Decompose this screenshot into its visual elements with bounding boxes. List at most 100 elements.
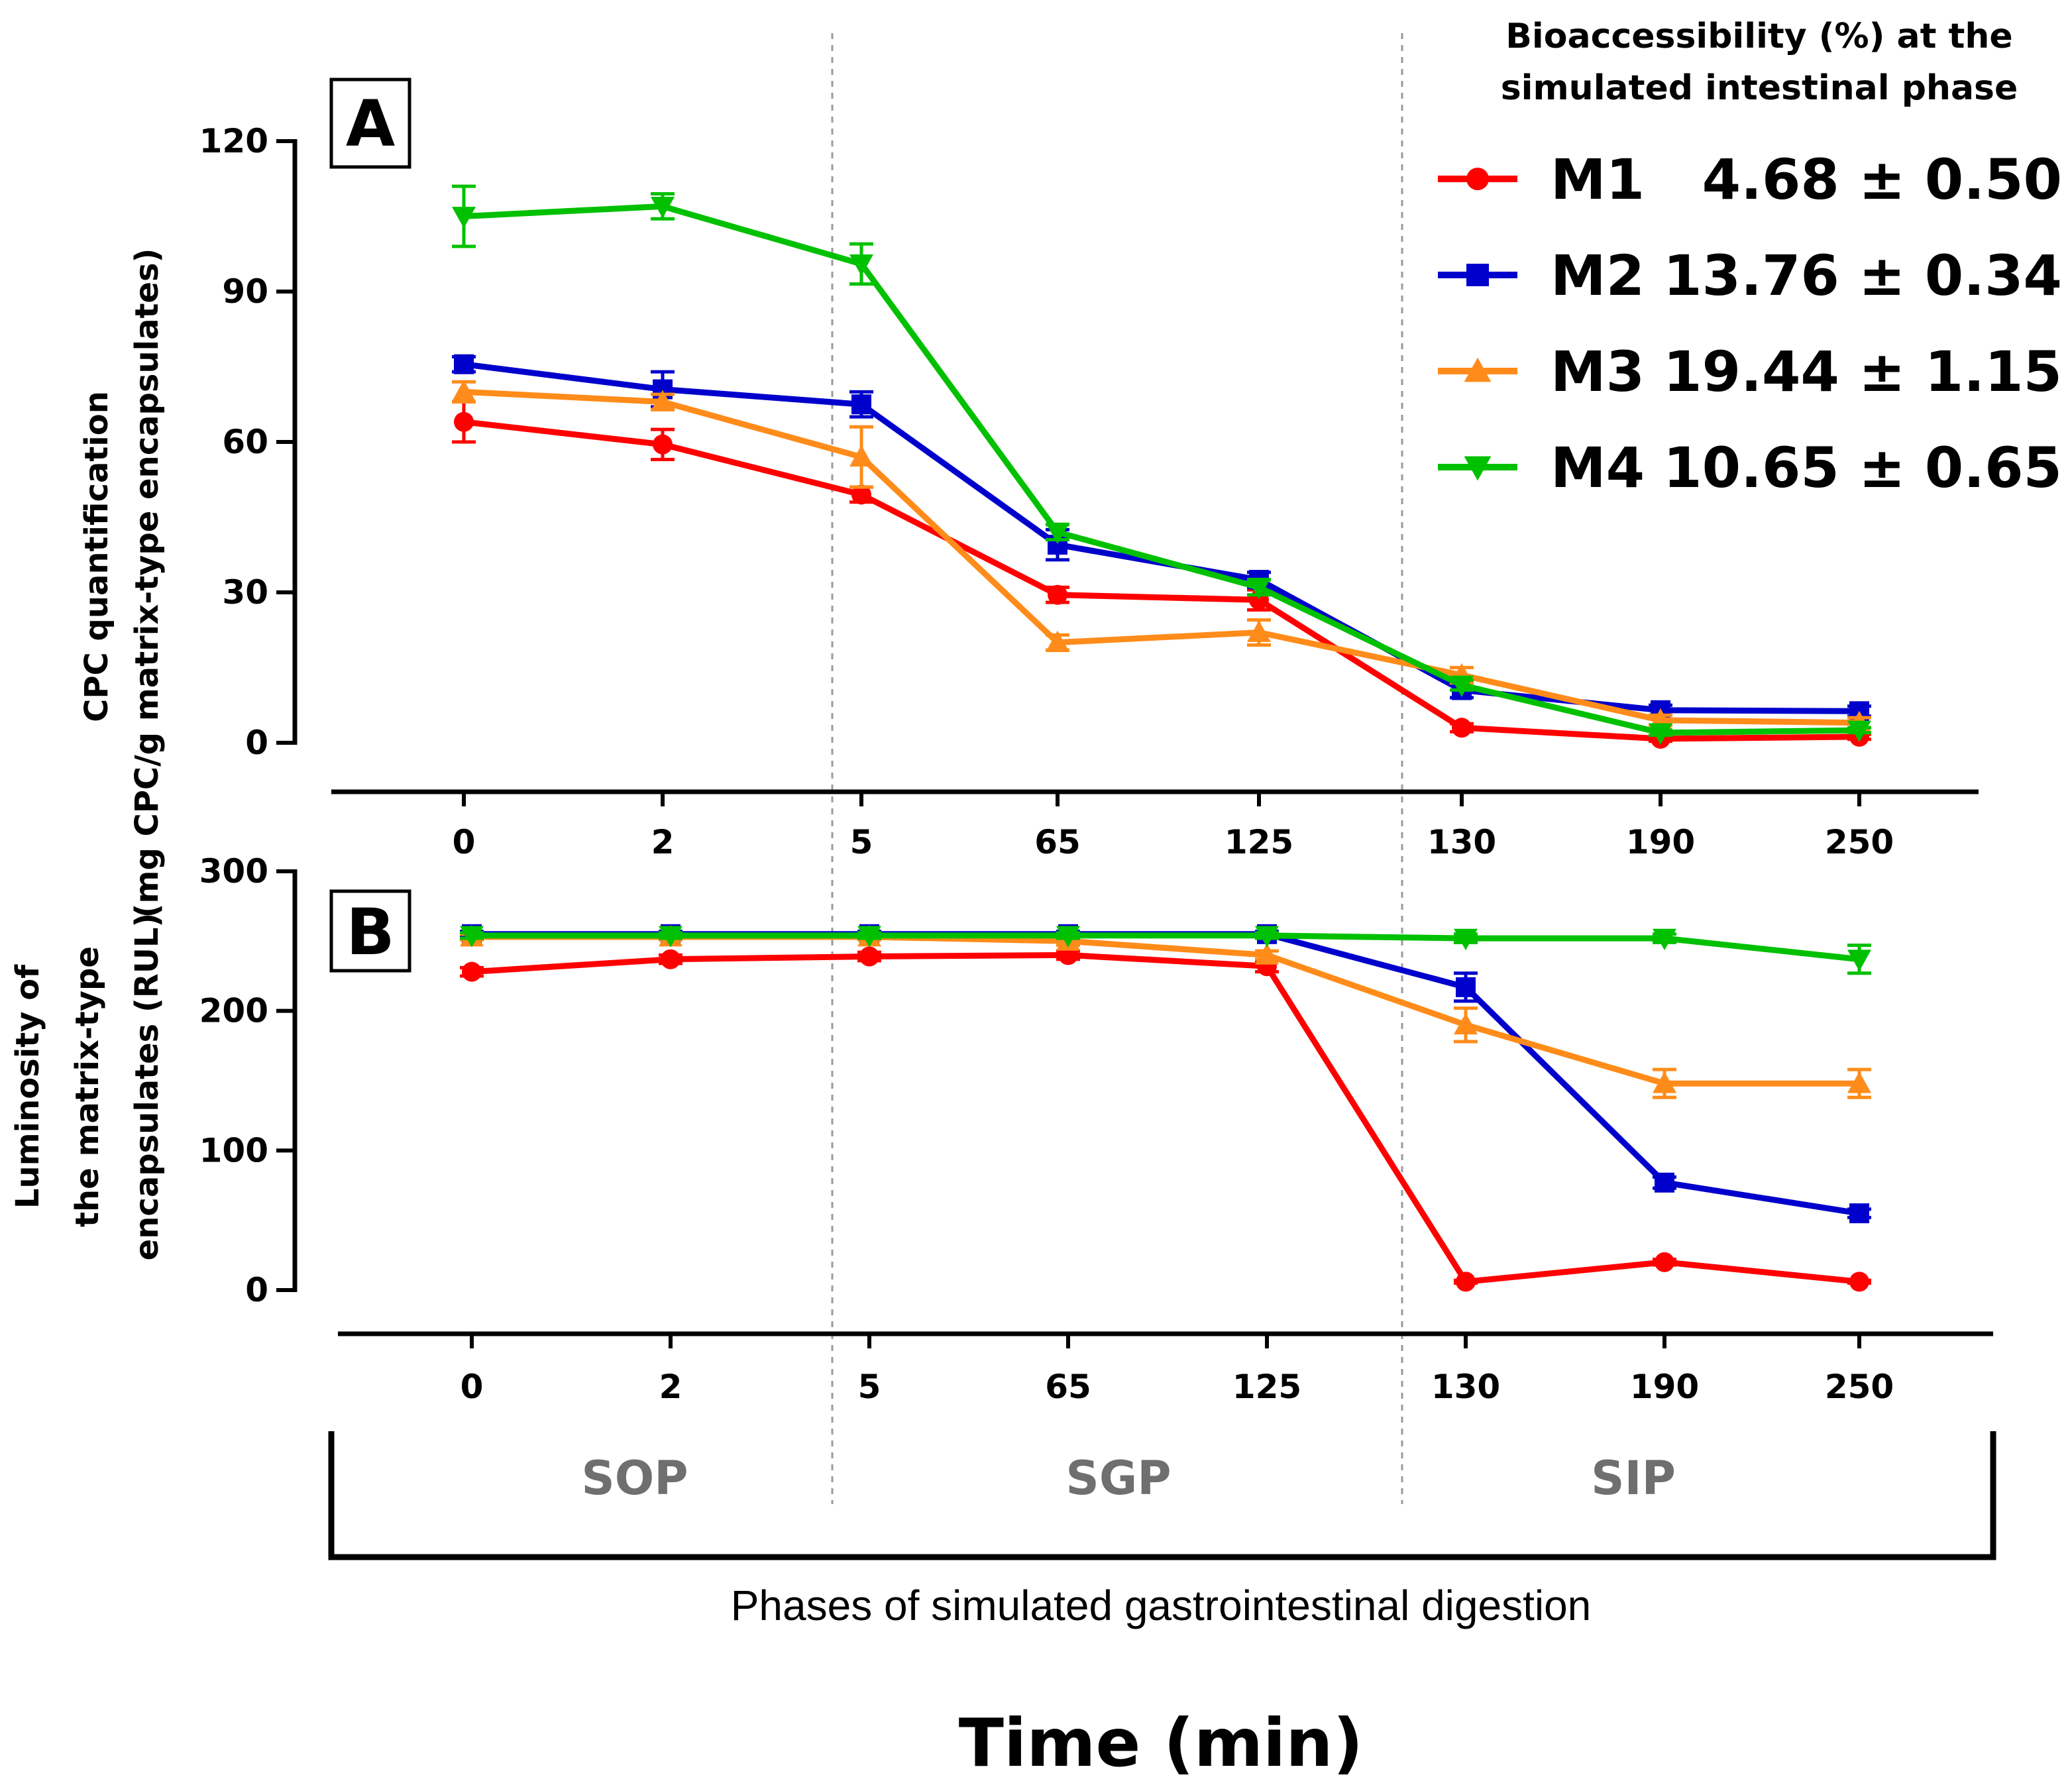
- legend: Bioaccessibility (%) at the simulated in…: [1438, 17, 2062, 500]
- legend-marker: [1466, 264, 1489, 286]
- data-point: [659, 926, 682, 948]
- y-tick-label: 30: [222, 573, 268, 612]
- x-tick-label: 2: [659, 1368, 682, 1406]
- data-point: [1056, 926, 1080, 948]
- data-point: [651, 390, 675, 411]
- data-point: [1849, 1203, 1869, 1224]
- legend-marker: [1464, 456, 1492, 481]
- phase-label-sip: SIP: [1591, 1451, 1676, 1505]
- data-point: [661, 949, 681, 969]
- data-point: [452, 207, 476, 229]
- data-point: [849, 254, 873, 276]
- x-tick-label: 250: [1825, 1368, 1894, 1406]
- x-tick-label: 130: [1431, 1368, 1500, 1406]
- x-tick-label: 190: [1626, 823, 1695, 861]
- x-tick-label: 250: [1825, 823, 1894, 861]
- panel-a-axes: 0 30 60 90 120 0 2 5 65 125 130 190 250: [199, 122, 1979, 861]
- series-m1: [460, 945, 1871, 1292]
- series-line-m4: [472, 932, 1860, 963]
- x-tick-label: 5: [850, 823, 873, 861]
- series-line-m3: [463, 388, 1860, 726]
- legend-marker: [1466, 168, 1489, 190]
- series-m3: [452, 380, 1871, 733]
- x-axis-title: Time (min): [959, 1704, 1363, 1782]
- legend-value: 13.76 ± 0.34: [1663, 243, 2062, 308]
- panel-a-letter-box: [329, 78, 411, 169]
- data-point: [851, 394, 871, 415]
- legend-name: M3: [1551, 339, 1645, 404]
- panel-a-letter: A: [346, 87, 395, 161]
- y-tick-label: 100: [199, 1131, 268, 1169]
- series-m4: [460, 926, 1871, 975]
- legend-name: M2: [1551, 243, 1645, 308]
- legend-name: M4: [1551, 435, 1645, 500]
- data-point: [1847, 720, 1871, 743]
- data-point: [454, 411, 474, 432]
- phase-label-sop: SOP: [581, 1451, 688, 1505]
- data-point: [1255, 926, 1279, 948]
- panel-b-ylabel-line2: the matrix-type: [69, 946, 106, 1227]
- legend-title-line2: simulated intestinal phase: [1501, 68, 2018, 108]
- phases-caption: Phases of simulated gastrointestinal dig…: [731, 1582, 1592, 1629]
- data-point: [1450, 675, 1474, 697]
- series-line-m1: [463, 419, 1860, 742]
- x-tick-label: 190: [1630, 1368, 1699, 1406]
- data-point: [1653, 928, 1676, 951]
- y-tick-label: 90: [222, 272, 268, 311]
- y-tick-label: 60: [222, 423, 268, 461]
- panel-b-axes: 0 100 200 300 0 2 5 65 125 130 190 250: [199, 852, 1993, 1406]
- series-line-m2: [472, 931, 1860, 1217]
- panel-b-ylabel-line1: Luminosity of: [9, 964, 46, 1209]
- data-point: [1454, 1012, 1478, 1035]
- data-point: [1247, 620, 1271, 642]
- data-point: [1655, 1172, 1674, 1193]
- x-tick-label: 0: [453, 823, 476, 861]
- data-point: [1847, 1071, 1871, 1093]
- legend-title-line1: Bioaccessibility (%) at the: [1505, 17, 2012, 56]
- x-tick-label: 130: [1427, 823, 1496, 861]
- bracket-line: [328, 1431, 1996, 1560]
- panel-b-letter-box: [329, 889, 411, 973]
- x-tick-label: 65: [1045, 1368, 1091, 1406]
- phase-dividers: [831, 33, 1403, 1504]
- y-tick-label: 0: [245, 724, 268, 762]
- panel-b-series: [460, 924, 1871, 1292]
- data-point: [1247, 578, 1271, 600]
- data-point: [1456, 977, 1476, 997]
- data-point: [452, 380, 476, 402]
- data-point: [1255, 943, 1279, 965]
- data-point: [1048, 584, 1067, 605]
- data-point: [1456, 1272, 1476, 1292]
- data-point: [1046, 522, 1069, 545]
- phases-bracket: SOP SGP SIP Phases of simulated gastroin…: [328, 1431, 1996, 1629]
- data-point: [857, 926, 881, 948]
- x-tick-label: 5: [858, 1368, 881, 1406]
- x-tick-label: 2: [651, 823, 675, 861]
- series-m1: [452, 400, 1871, 749]
- legend-entry-m3: M3 19.44 ± 1.15: [1438, 339, 2062, 404]
- data-point: [462, 961, 482, 982]
- legend-entry-m1: M1 4.68 ± 0.50: [1438, 147, 2062, 212]
- x-tick-label: 125: [1225, 823, 1293, 861]
- data-point: [1649, 723, 1672, 745]
- x-tick-label: 0: [461, 1368, 484, 1406]
- y-tick-label: 120: [199, 122, 268, 160]
- x-tick-label: 125: [1232, 1368, 1301, 1406]
- panel-a-ylabel-line1: CPC quantification: [78, 391, 115, 722]
- legend-marker: [1464, 357, 1492, 382]
- legend-entry-m4: M4 10.65 ± 0.65: [1438, 435, 2062, 500]
- data-point: [1655, 1252, 1674, 1272]
- legend-name: M1: [1551, 147, 1645, 212]
- data-point: [653, 434, 673, 455]
- panel-b: 0 100 200 300 0 2 5 65 125 130 190 250 B Luminosity…: [9, 852, 1993, 1406]
- y-tick-label: 0: [245, 1271, 268, 1309]
- series-line-m2: [463, 361, 1860, 714]
- panel-a-ylabel-line2: (mg CPC/g matrix-type encapsulates): [129, 248, 166, 918]
- data-point: [859, 946, 879, 967]
- data-point: [851, 484, 871, 505]
- data-point: [1847, 950, 1871, 971]
- data-point: [651, 196, 675, 219]
- data-point: [1454, 928, 1478, 951]
- y-tick-label: 300: [199, 852, 268, 891]
